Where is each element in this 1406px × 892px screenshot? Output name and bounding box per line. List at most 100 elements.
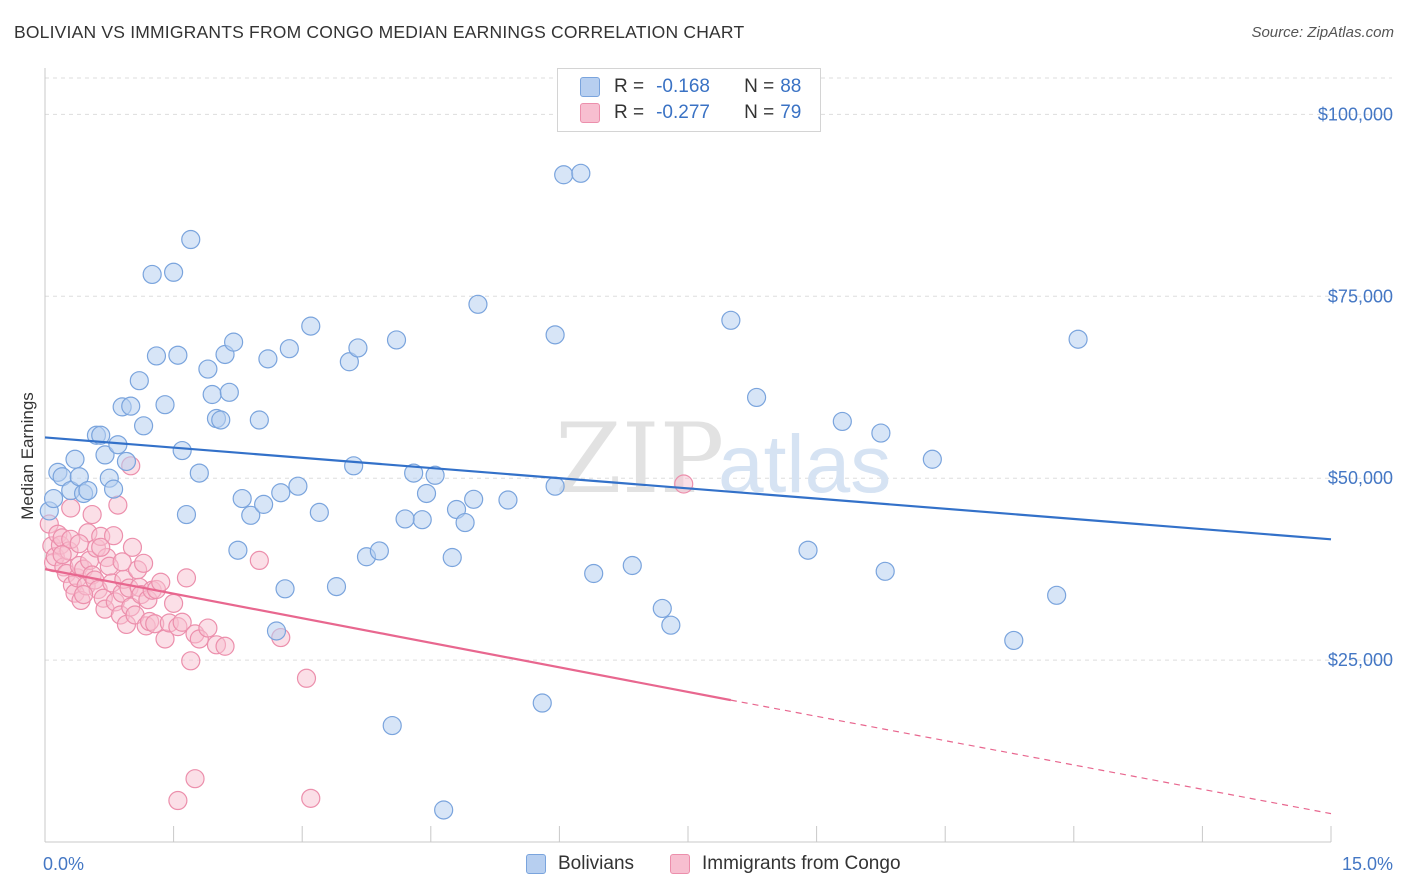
bolivian-point <box>1004 630 1024 651</box>
bolivian-point <box>442 547 462 568</box>
bolivian-point <box>103 479 124 499</box>
bolivian-point <box>434 800 454 820</box>
bolivian-point <box>275 579 295 599</box>
legend-swatch-pink <box>580 103 600 123</box>
bolivian-point <box>211 410 231 430</box>
legend-r-label: R = <box>614 102 645 123</box>
bolivian-point <box>95 445 115 465</box>
congo-point <box>108 495 128 515</box>
bottom-legend-label-bolivians: Bolivians <box>558 853 635 874</box>
congo-point <box>181 651 201 671</box>
legend-n-label: N = <box>744 102 775 123</box>
bolivian-point <box>369 541 389 561</box>
congo-point <box>82 504 102 525</box>
watermark-atlas: atlas <box>718 419 891 510</box>
congo-point <box>112 552 132 572</box>
bolivian-point <box>721 310 741 330</box>
congo-point <box>122 537 143 557</box>
congo-trend-extension <box>730 699 1332 815</box>
bolivian-point <box>164 262 184 282</box>
congo-point <box>69 534 89 554</box>
bolivian-point <box>425 465 445 485</box>
bolivian-point <box>301 316 321 336</box>
bolivian-point <box>348 338 368 358</box>
bolivian-point <box>172 440 192 461</box>
congo-point <box>73 585 94 605</box>
legend-r-value: -0.168 <box>656 76 710 97</box>
bolivian-point <box>746 387 767 408</box>
congo-point <box>172 612 192 632</box>
bolivian-point <box>121 396 141 416</box>
legend-r-label: R = <box>614 76 645 97</box>
bolivian-point <box>571 163 591 183</box>
bolivian-point <box>464 489 484 509</box>
bolivian-point <box>832 411 852 432</box>
legend-r-value: -0.277 <box>656 102 710 123</box>
legend-n-value: 79 <box>780 102 802 123</box>
congo-point <box>674 474 694 494</box>
y-tick-label: $75,000 <box>1328 286 1393 306</box>
bolivian-point <box>65 449 85 469</box>
bolivian-point <box>339 352 359 372</box>
bolivian-point <box>455 512 475 533</box>
bolivian-point <box>142 264 162 285</box>
trend-lines <box>44 436 1332 815</box>
bolivian-point <box>129 371 149 391</box>
bolivian-point <box>168 345 188 365</box>
congo-point <box>168 790 188 811</box>
bottom-legend-bolivians: Bolivians <box>526 852 634 876</box>
grid-lines <box>45 77 1392 661</box>
legend-row-congo: R = -0.277 N = 79 <box>580 101 801 125</box>
bolivians-trend-line <box>44 436 1332 541</box>
bolivian-point <box>116 451 137 472</box>
congo-point <box>151 572 171 592</box>
bolivian-point <box>198 359 218 379</box>
congo-point <box>91 537 111 557</box>
legend-n-label: N = <box>744 76 775 97</box>
bolivian-point <box>249 410 269 430</box>
bolivian-point <box>176 504 197 525</box>
chart-title: BOLIVIAN VS IMMIGRANTS FROM CONGO MEDIAN… <box>14 22 745 42</box>
bolivian-point <box>386 330 407 350</box>
bottom-legend-swatch-blue <box>526 854 546 874</box>
bolivian-point <box>798 540 818 560</box>
bolivian-point <box>241 505 261 525</box>
bolivian-point <box>254 494 274 514</box>
congo-point <box>164 593 184 613</box>
bolivian-point <box>468 294 488 314</box>
bolivian-point <box>584 563 604 584</box>
bolivian-point <box>219 382 239 402</box>
bolivian-point <box>155 395 175 415</box>
legend-row-bolivians: R = -0.168 N = 88 <box>580 75 801 99</box>
y-tick-label: $25,000 <box>1328 650 1393 670</box>
congo-point <box>61 498 81 518</box>
bolivian-point <box>189 463 209 483</box>
watermark-zip: ZIP <box>555 403 724 515</box>
y-tick-label: $100,000 <box>1318 104 1393 124</box>
bolivian-point <box>202 384 222 405</box>
bolivian-point <box>258 349 278 369</box>
bolivian-point <box>309 502 329 522</box>
correlation-legend: R = -0.168 N = 88 R = -0.277 N = 79 <box>557 68 821 132</box>
congo-point <box>133 553 154 573</box>
congo-point <box>249 550 269 571</box>
bolivian-point <box>652 598 672 619</box>
bolivian-point <box>554 165 574 185</box>
x-tick-label: 0.0% <box>43 854 84 874</box>
bolivian-point <box>404 463 424 483</box>
bolivian-point <box>344 456 364 476</box>
legend-swatch-blue <box>580 77 600 97</box>
watermark: ZIP atlas <box>555 403 891 515</box>
bolivian-point <box>416 483 437 504</box>
bolivian-point <box>922 449 942 469</box>
bolivian-point <box>545 325 565 345</box>
bolivian-point <box>545 476 565 496</box>
x-tick-label: 15.0% <box>1342 854 1393 874</box>
bolivian-point <box>326 577 347 597</box>
y-tick-label: $50,000 <box>1328 468 1393 488</box>
bolivian-point <box>232 488 252 509</box>
congo-point <box>301 788 321 808</box>
bolivian-point <box>1068 329 1088 349</box>
bolivian-point <box>279 339 299 359</box>
